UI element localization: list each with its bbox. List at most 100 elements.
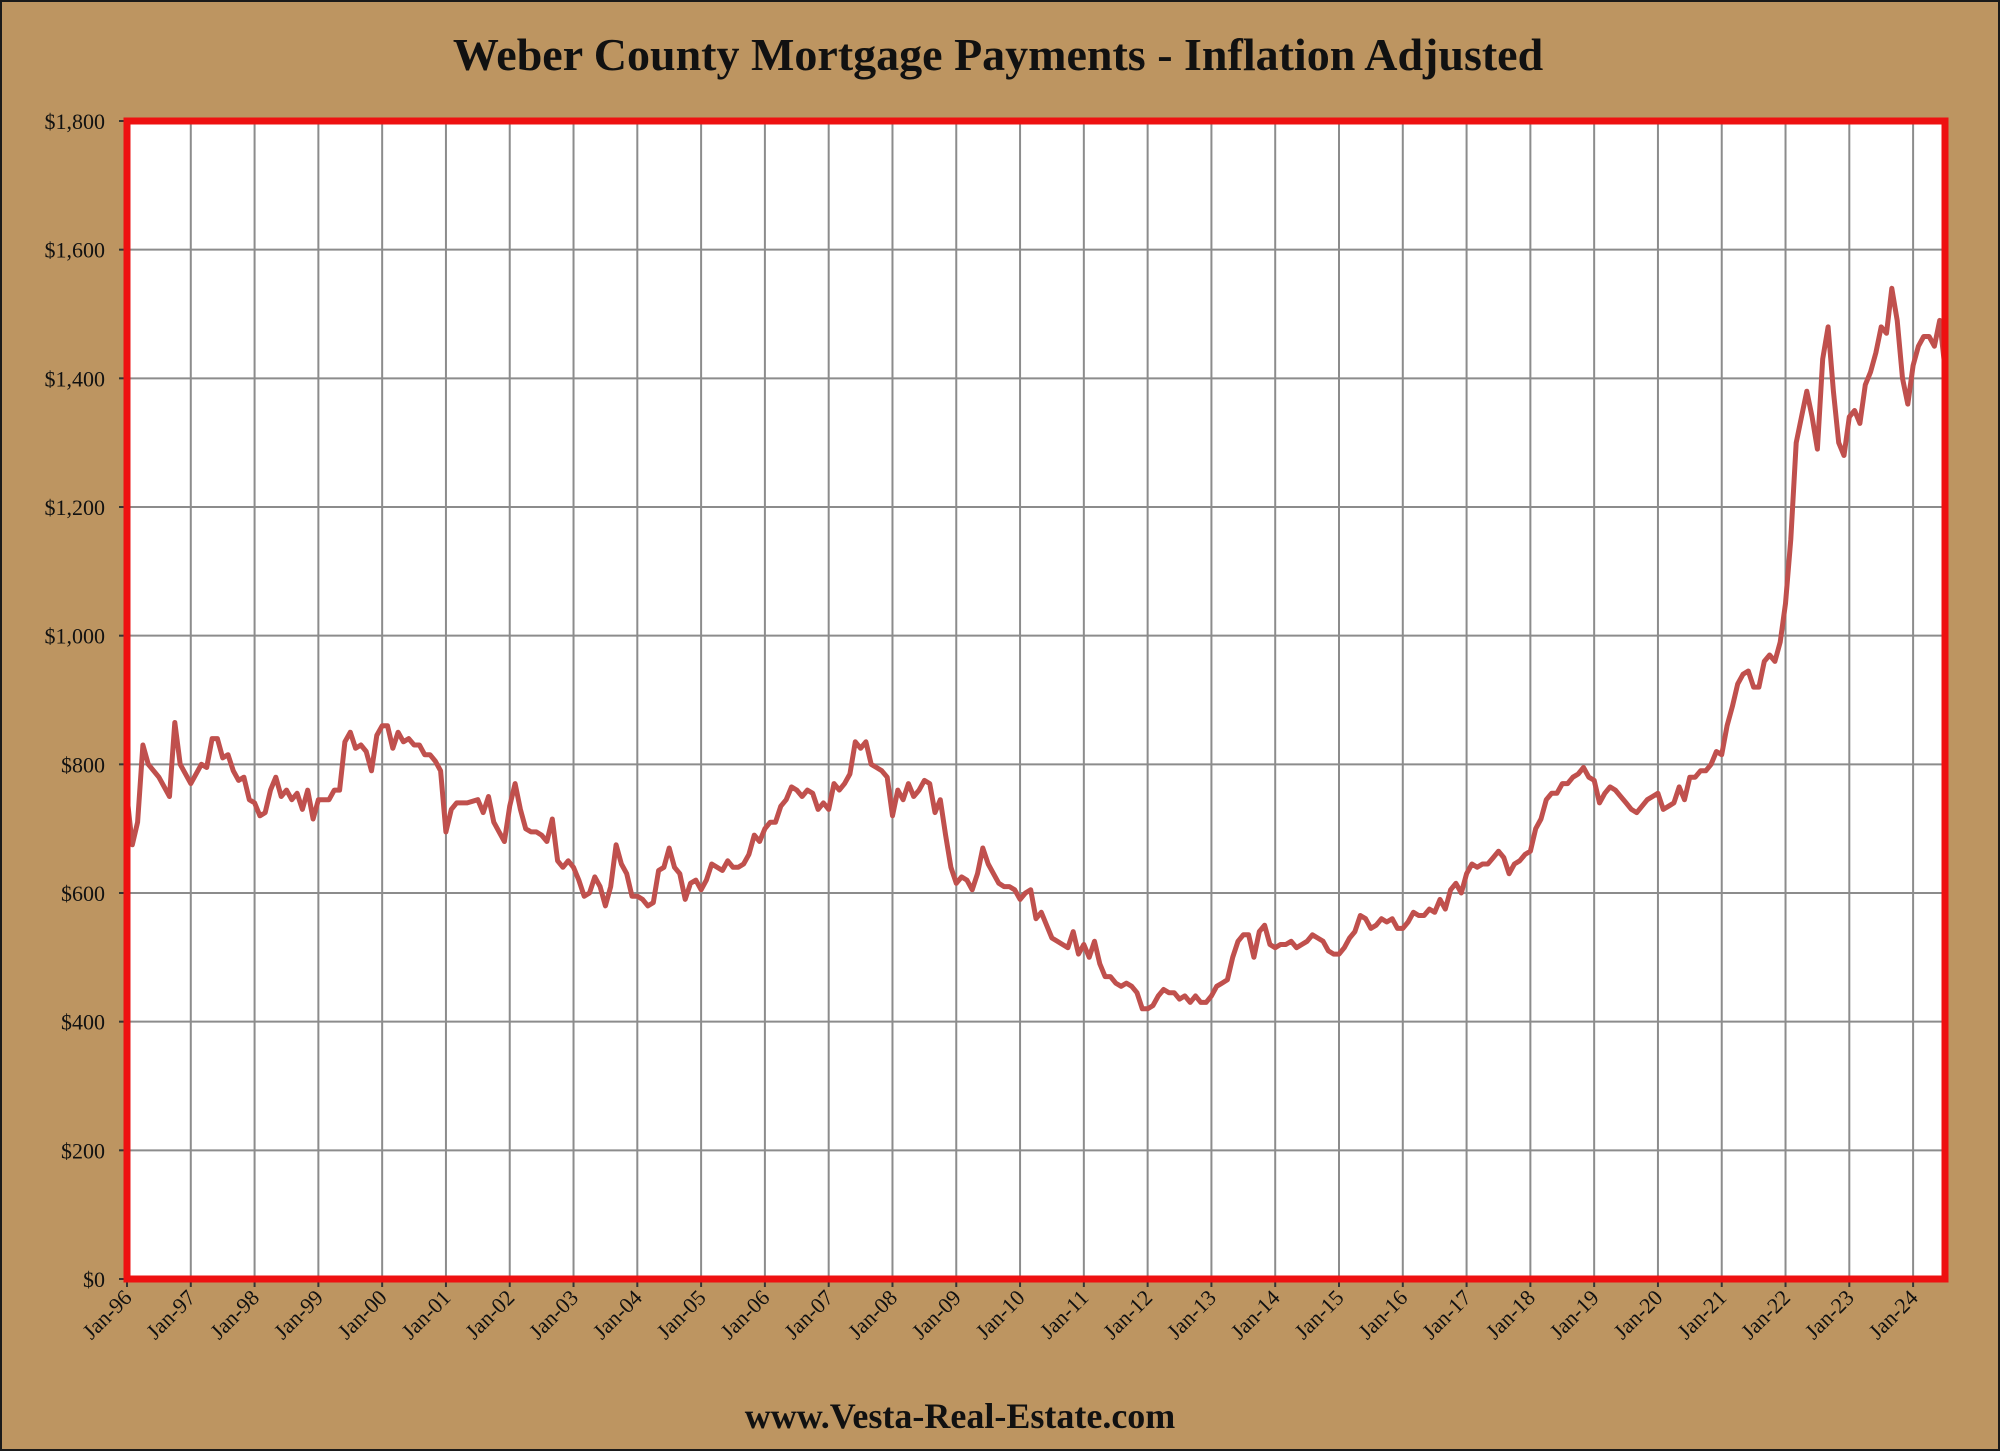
x-tick-label: Jan-05 <box>651 1285 710 1344</box>
x-tick-label: Jan-00 <box>333 1285 392 1344</box>
data-point <box>1896 319 1898 322</box>
data-point <box>211 737 213 740</box>
data-point <box>1588 776 1590 778</box>
data-point <box>1455 882 1457 885</box>
data-point <box>493 821 495 823</box>
data-point <box>796 789 798 791</box>
data-point <box>1673 802 1675 804</box>
data-point <box>833 782 835 785</box>
x-tick-label: Jan-13 <box>1162 1285 1221 1344</box>
data-point <box>1099 963 1101 965</box>
data-point <box>1338 953 1340 955</box>
data-point <box>259 815 261 817</box>
data-point <box>1109 975 1112 978</box>
data-point <box>429 753 431 756</box>
data-point <box>790 786 793 788</box>
data-point <box>1795 441 1797 444</box>
data-point <box>918 789 920 791</box>
data-point <box>976 872 979 875</box>
data-point <box>1593 779 1595 782</box>
data-point <box>769 821 771 823</box>
data-point <box>1731 705 1734 708</box>
data-point <box>960 876 963 878</box>
data-point <box>1678 786 1680 788</box>
data-point <box>1534 827 1537 830</box>
data-point <box>1200 1001 1202 1004</box>
data-point <box>1067 946 1069 949</box>
data-point <box>1657 792 1659 795</box>
data-point <box>243 776 245 778</box>
data-point <box>1715 750 1718 753</box>
data-point <box>1784 602 1787 605</box>
data-point <box>1710 763 1712 766</box>
data-point <box>1157 995 1160 997</box>
data-point <box>1370 927 1372 930</box>
data-point <box>556 860 559 862</box>
data-point <box>1035 917 1037 920</box>
x-tick-label: Jan-17 <box>1417 1285 1476 1344</box>
data-point <box>397 731 399 733</box>
data-point <box>998 882 1000 885</box>
data-point <box>615 844 617 846</box>
data-point <box>934 811 936 814</box>
data-point <box>158 776 160 778</box>
data-point <box>392 747 394 750</box>
data-point <box>1566 782 1569 785</box>
data-point <box>1832 390 1835 393</box>
x-tick-label: Jan-04 <box>588 1285 647 1344</box>
data-point <box>301 808 304 811</box>
data-point <box>1295 946 1298 949</box>
data-point <box>1178 998 1181 1000</box>
x-tick-label: Jan-21 <box>1672 1285 1731 1344</box>
data-point <box>1407 921 1409 923</box>
data-point <box>1630 808 1633 811</box>
data-point <box>636 895 639 897</box>
data-point <box>1518 860 1521 862</box>
data-point <box>524 827 527 830</box>
data-point <box>1083 943 1085 946</box>
data-point <box>854 741 857 743</box>
data-point <box>1061 943 1064 946</box>
data-point <box>801 795 803 798</box>
data-point <box>583 895 585 897</box>
data-point <box>1891 287 1893 290</box>
data-point <box>1875 351 1877 354</box>
data-point <box>897 789 899 791</box>
data-point <box>1391 917 1393 920</box>
data-point <box>1226 979 1229 981</box>
data-point <box>487 795 490 798</box>
data-point <box>1699 770 1702 772</box>
data-point <box>1471 863 1473 865</box>
data-point <box>370 770 373 772</box>
data-point <box>1348 937 1351 939</box>
data-point <box>599 885 601 888</box>
data-point <box>1210 995 1213 997</box>
data-point <box>1667 805 1670 807</box>
data-point <box>376 734 378 737</box>
data-point <box>928 782 931 785</box>
data-point <box>817 808 819 811</box>
data-point <box>572 866 575 869</box>
data-point <box>785 798 787 801</box>
data-point <box>269 789 272 791</box>
data-point <box>1290 940 1292 943</box>
y-tick-label: $1,000 <box>45 624 106 649</box>
data-point <box>1359 914 1362 917</box>
data-point <box>503 840 506 843</box>
data-point <box>221 757 224 759</box>
data-point <box>1853 409 1856 412</box>
data-point <box>1556 792 1558 795</box>
data-point <box>1768 654 1771 656</box>
y-tick-label: $400 <box>61 1010 105 1035</box>
data-point <box>620 863 623 865</box>
data-point <box>1508 872 1510 875</box>
x-tick-label: Jan-12 <box>1098 1285 1157 1344</box>
series-line <box>124 285 1948 1012</box>
data-point <box>216 737 219 740</box>
y-tick-label: $1,800 <box>45 109 106 134</box>
y-tick-label: $200 <box>61 1138 105 1163</box>
data-point <box>1125 982 1128 984</box>
data-point <box>328 798 330 801</box>
data-point <box>1146 1008 1149 1010</box>
